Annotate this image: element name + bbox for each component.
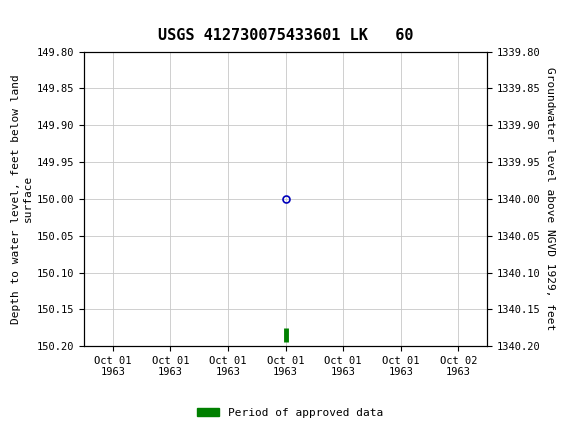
Text: USGS: USGS (90, 7, 145, 25)
Title: USGS 412730075433601 LK   60: USGS 412730075433601 LK 60 (158, 28, 414, 43)
Y-axis label: Groundwater level above NGVD 1929, feet: Groundwater level above NGVD 1929, feet (545, 67, 555, 331)
Y-axis label: Depth to water level, feet below land
surface: Depth to water level, feet below land su… (11, 74, 32, 324)
Legend: Period of approved data: Period of approved data (193, 403, 387, 422)
